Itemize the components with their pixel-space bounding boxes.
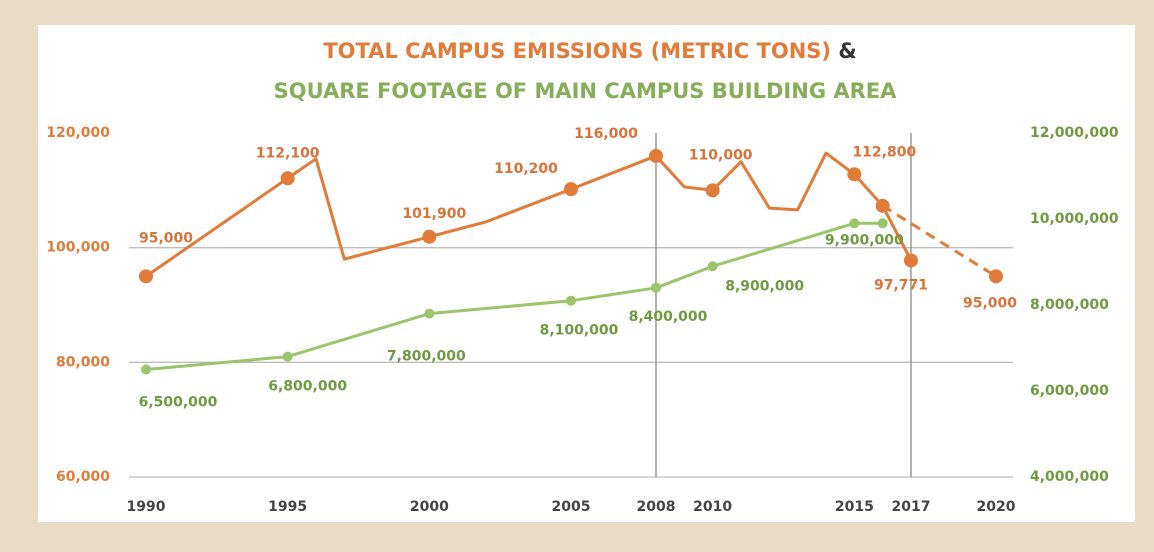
- data-point: [847, 167, 862, 182]
- data-point: [422, 229, 437, 244]
- data-point: [564, 182, 578, 197]
- x-tick-label: 2015: [835, 499, 874, 515]
- series-line: [145, 151, 913, 278]
- data-point: [651, 282, 661, 293]
- data-point: [424, 308, 435, 319]
- y-tick-label: 100,000: [46, 240, 110, 256]
- x-tick-label: 2008: [637, 499, 676, 515]
- panel: [38, 25, 1135, 522]
- data-point: [280, 171, 295, 186]
- series-line: [881, 204, 997, 278]
- data-label: 9,900,000: [825, 232, 904, 248]
- y-tick-label: 60,000: [56, 469, 110, 485]
- y2-tick-label: 12,000,000: [1030, 125, 1119, 141]
- data-label: 110,000: [689, 147, 753, 163]
- data-label: 6,800,000: [268, 379, 347, 395]
- data-point: [849, 218, 860, 229]
- data-label: 95,000: [139, 230, 193, 246]
- data-point: [904, 253, 918, 268]
- data-point: [989, 269, 1003, 284]
- x-tick-label: 2017: [892, 499, 931, 515]
- x-tick-label: 1995: [268, 499, 307, 515]
- data-point: [141, 364, 151, 375]
- series-line: [145, 221, 883, 371]
- data-label: 8,900,000: [725, 278, 804, 294]
- x-tick-label: 2010: [693, 499, 732, 515]
- y-tick-label: 80,000: [56, 354, 110, 370]
- y2-tick-label: 4,000,000: [1030, 469, 1109, 485]
- data-label: 112,800: [852, 144, 916, 160]
- x-tick-label: 2005: [552, 499, 591, 515]
- chart-title: TOTAL CAMPUS EMISSIONS (METRIC TONS) &: [323, 39, 856, 63]
- data-label: 7,800,000: [387, 349, 466, 365]
- y2-tick-label: 10,000,000: [1030, 211, 1119, 227]
- data-label: 116,000: [574, 126, 638, 142]
- data-point: [705, 183, 720, 198]
- x-tick-label: 2020: [977, 499, 1016, 515]
- data-point: [877, 218, 888, 229]
- data-point: [282, 351, 293, 362]
- data-label: 97,771: [874, 277, 928, 293]
- chart-subtitle: SQUARE FOOTAGE OF MAIN CAMPUS BUILDING A…: [274, 79, 898, 103]
- y2-tick-label: 8,000,000: [1030, 297, 1109, 313]
- data-label: 8,400,000: [629, 309, 708, 325]
- y2-tick-label: 6,000,000: [1030, 383, 1109, 399]
- data-point: [139, 269, 153, 284]
- x-tick-label: 2000: [410, 499, 449, 515]
- title-joiner: &: [838, 39, 856, 63]
- data-label: 112,100: [256, 145, 320, 161]
- data-label: 101,900: [402, 206, 466, 222]
- data-label: 110,200: [494, 161, 558, 177]
- data-point: [649, 148, 663, 163]
- data-label: 6,500,000: [139, 395, 218, 411]
- data-label: 95,000: [963, 295, 1017, 311]
- data-point: [707, 261, 718, 272]
- data-point: [566, 295, 576, 306]
- y-tick-label: 120,000: [46, 125, 110, 141]
- title-main: TOTAL CAMPUS EMISSIONS (METRIC TONS): [323, 39, 831, 63]
- data-point: [875, 198, 890, 213]
- data-label: 8,100,000: [540, 323, 619, 339]
- x-tick-label: 1990: [127, 499, 166, 515]
